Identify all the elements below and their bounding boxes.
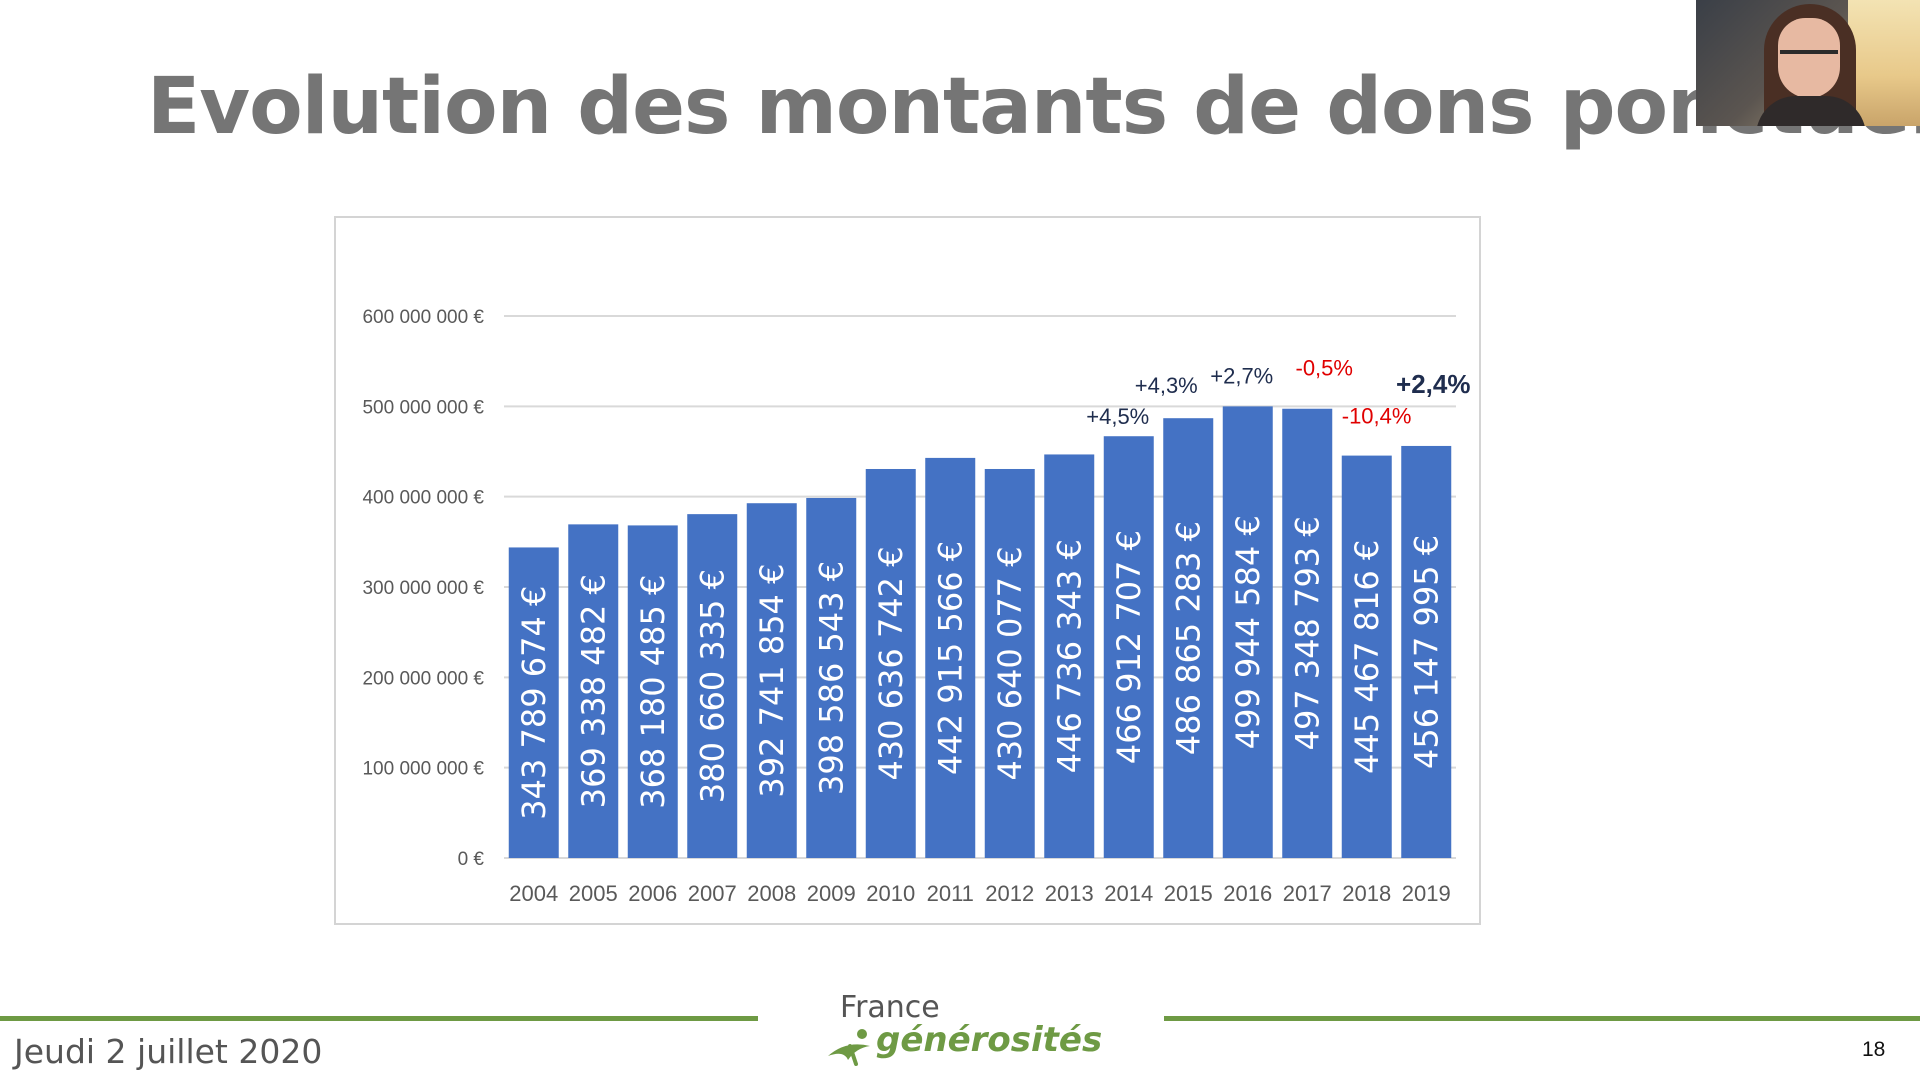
change-annotation: +4,5%	[1086, 404, 1149, 429]
y-tick-label: 600 000 000 €	[362, 307, 484, 328]
y-tick-label: 500 000 000 €	[362, 397, 484, 418]
bar	[1401, 445, 1452, 858]
bar	[1282, 408, 1333, 858]
footer-date: Jeudi 2 juillet 2020	[14, 1032, 323, 1071]
change-annotation: +4,3%	[1135, 373, 1198, 398]
bar	[1163, 418, 1214, 858]
x-tick-label: 2006	[628, 881, 677, 906]
page-number: 18	[1862, 1038, 1886, 1061]
bar	[865, 468, 916, 858]
y-tick-label: 300 000 000 €	[362, 578, 484, 599]
bar	[1044, 454, 1095, 858]
change-annotation: -0,5%	[1296, 356, 1353, 381]
chart-frame: 0 € 100 000 000 € 200 000 000 € 300 000 000…	[334, 216, 1481, 925]
bar-data-label: 430 640 077 €	[991, 546, 1029, 780]
bar-data-label: 442 915 566 €	[931, 541, 969, 775]
webcam-person-glasses	[1780, 50, 1838, 70]
x-tick-label: 2012	[985, 881, 1034, 906]
bar-data-label: 486 865 283 €	[1169, 521, 1207, 755]
swoosh-figure-icon	[828, 1029, 870, 1066]
change-annotation: +2,7%	[1210, 363, 1273, 388]
y-tick-label: 0 €	[458, 849, 485, 870]
france-generosites-logo: France générosités	[826, 990, 1102, 1070]
bar	[1103, 436, 1154, 858]
x-tick-label: 2011	[927, 881, 974, 906]
bar-data-label: 398 586 543 €	[812, 561, 850, 795]
bar	[925, 457, 976, 858]
webcam-person-face	[1778, 18, 1840, 98]
bar-data-label: 368 180 485 €	[634, 575, 672, 809]
bar-data-label: 497 348 793 €	[1288, 516, 1326, 750]
x-tick-label: 2005	[569, 881, 618, 906]
logo-text-top: France	[840, 990, 940, 1025]
y-tick-label: 100 000 000 €	[362, 759, 484, 780]
bar-data-label: 466 912 707 €	[1110, 530, 1148, 764]
bar-data-label: 392 741 854 €	[753, 564, 791, 798]
bar	[687, 514, 738, 858]
bar-data-label: 380 660 335 €	[693, 569, 731, 803]
bar	[1222, 406, 1273, 858]
x-tick-label: 2014	[1104, 881, 1153, 906]
x-tick-label: 2015	[1164, 881, 1213, 906]
bar-chart: 0 € 100 000 000 € 200 000 000 € 300 000 000…	[362, 307, 1470, 906]
webcam-background	[1848, 0, 1920, 126]
bar	[1341, 455, 1392, 858]
webcam-video	[1696, 0, 1920, 126]
footer-line-left	[0, 1016, 758, 1021]
bar-data-label: 446 736 343 €	[1050, 539, 1088, 773]
bar	[746, 503, 797, 858]
logo-text-bottom: générosités	[876, 1020, 1103, 1060]
bar-data-label: 343 789 674 €	[515, 586, 553, 820]
footer-line-right	[1164, 1016, 1920, 1021]
bar	[806, 497, 857, 858]
x-tick-label: 2010	[866, 881, 915, 906]
x-tick-label: 2004	[509, 881, 558, 906]
x-tick-label: 2016	[1223, 881, 1272, 906]
y-tick-label: 200 000 000 €	[362, 668, 484, 689]
x-tick-label: 2007	[688, 881, 737, 906]
bar-data-label: 445 467 816 €	[1348, 540, 1386, 774]
bar-data-label: 499 944 584 €	[1229, 515, 1267, 749]
x-tick-label: 2018	[1342, 881, 1391, 906]
x-tick-label: 2013	[1045, 881, 1094, 906]
bar-data-label: 430 636 742 €	[872, 546, 910, 780]
x-tick-label: 2017	[1283, 881, 1332, 906]
slide-title: Evolution des montants de dons ponctuels	[147, 62, 1920, 152]
change-annotation: +2,4%	[1396, 369, 1470, 399]
bar	[984, 468, 1035, 858]
bar-data-label: 369 338 482 €	[574, 574, 612, 808]
y-tick-label: 400 000 000 €	[362, 488, 484, 509]
bar	[508, 547, 559, 858]
x-tick-label: 2009	[807, 881, 856, 906]
bar-data-label: 456 147 995 €	[1407, 535, 1445, 769]
x-tick-label: 2008	[747, 881, 796, 906]
bar	[568, 524, 619, 858]
change-annotation: -10,4%	[1342, 404, 1412, 429]
bar	[627, 525, 678, 858]
x-tick-label: 2019	[1402, 881, 1451, 906]
